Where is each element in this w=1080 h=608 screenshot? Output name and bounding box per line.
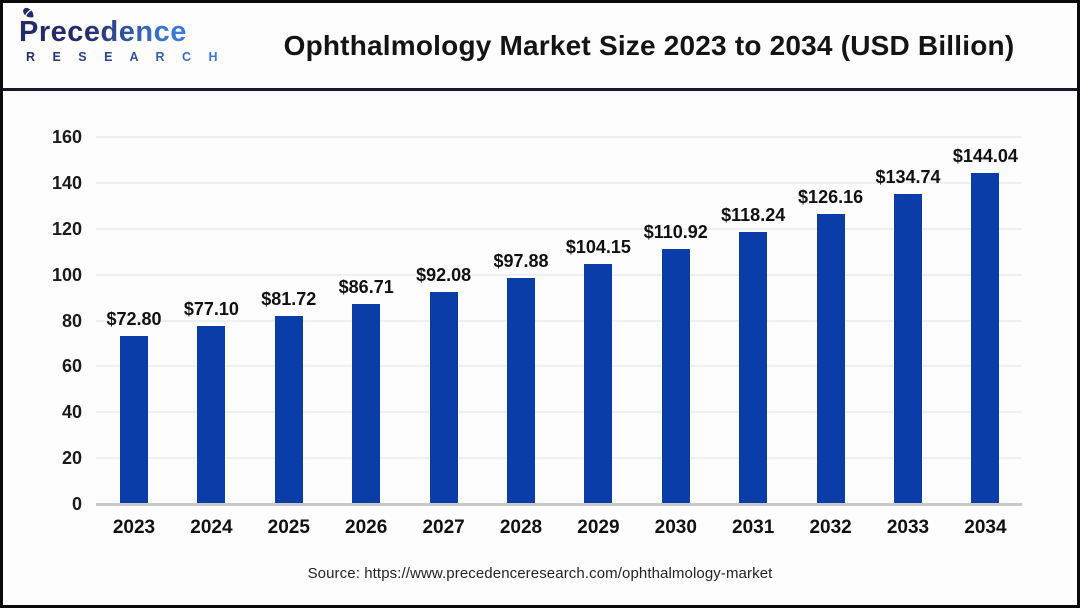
bar-2032 [816, 213, 845, 503]
x-axis-label-2031: 2031 [732, 517, 775, 538]
x-axis-label-2032: 2032 [809, 517, 852, 538]
bar-value-label-2032: $126.16 [798, 186, 864, 207]
chart-title: Ophthalmology Market Size 2023 to 2034 (… [283, 29, 1015, 61]
x-axis-label-2024: 2024 [190, 517, 233, 538]
y-axis-label-60: 60 [61, 356, 82, 377]
gridline-20 [96, 457, 1022, 460]
y-axis-label-140: 140 [51, 172, 82, 193]
bar-value-label-2024: $77.10 [183, 299, 239, 320]
gridline-60 [96, 365, 1022, 368]
x-axis-label-2023: 2023 [112, 517, 156, 538]
x-axis-line [96, 503, 1022, 506]
x-axis-label-2034: 2034 [964, 517, 1007, 538]
precedence-research-logo: Precedence R E S E A R C H [19, 7, 229, 64]
x-axis-label-2030: 2030 [654, 517, 697, 538]
gridline-120 [96, 227, 1022, 230]
bar-value-label-2034: $144.04 [952, 145, 1018, 166]
y-axis-label-0: 0 [71, 494, 82, 514]
bar-chart: 0 20 40 60 80 100 120 140 160 $72.80 2023 $77.10 202… [3, 3, 1077, 605]
y-axis-label-100: 100 [51, 264, 82, 285]
y-axis-label-20: 20 [61, 448, 82, 469]
x-axis-label-2027: 2027 [422, 517, 465, 538]
bar-2028 [507, 278, 535, 503]
x-axis-label-2033: 2033 [886, 517, 930, 538]
bar-value-label-2023: $72.80 [106, 309, 162, 329]
x-axis-label-2029: 2029 [577, 517, 620, 538]
leaf-icon [23, 7, 34, 19]
y-axis-label-80: 80 [61, 310, 82, 331]
x-axis-label-2028: 2028 [499, 517, 543, 538]
bar-value-label-2026: $86.71 [338, 277, 394, 298]
bar-value-label-2027: $92.08 [416, 264, 472, 285]
y-axis-label-160: 160 [51, 127, 82, 147]
x-axis-label-2026: 2026 [345, 517, 388, 538]
x-axis-label-2025: 2025 [267, 517, 310, 538]
source-text: Source: https://www.precedenceresearch.c… [307, 565, 773, 582]
bar-2023 [120, 336, 148, 503]
bar-value-label-2031: $118.24 [721, 204, 786, 225]
bar-2029 [584, 264, 613, 503]
bar-value-label-2033: $134.74 [875, 166, 941, 187]
bar-2025 [274, 315, 303, 503]
gridline-40 [96, 411, 1022, 414]
bar-2027 [429, 291, 458, 503]
gridline-80 [96, 319, 1022, 322]
bar-2026 [352, 304, 381, 503]
y-axis-label-120: 120 [51, 218, 82, 239]
y-axis-label-40: 40 [61, 402, 82, 423]
header-divider [3, 88, 1077, 91]
bar-value-label-2029: $104.15 [565, 237, 631, 258]
logo-sub-brand-text: R E S E A R C H [19, 50, 229, 64]
gridline-100 [96, 273, 1022, 276]
logo-brand-text: Precedence [19, 16, 187, 48]
bar-2024 [197, 326, 226, 503]
bar-2030 [661, 248, 690, 503]
bar-2031 [739, 231, 768, 503]
bar-2033 [894, 193, 922, 503]
gridline-160 [96, 136, 1022, 138]
bar-2034 [971, 172, 1000, 503]
gridline-140 [96, 181, 1022, 184]
bar-value-label-2030: $110.92 [643, 221, 708, 242]
bar-value-label-2025: $81.72 [261, 288, 317, 309]
bar-value-label-2028: $97.88 [493, 251, 549, 272]
